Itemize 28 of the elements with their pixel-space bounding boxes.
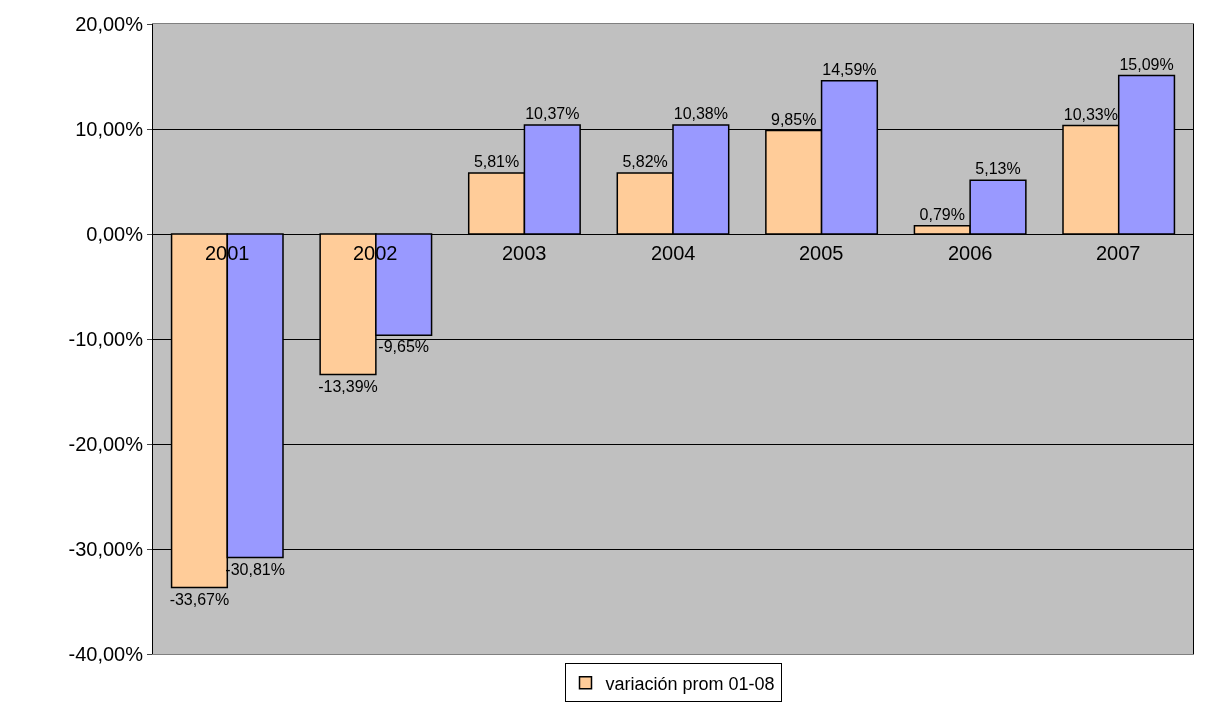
data-label: 5,13%: [975, 160, 1021, 178]
data-label: 9,85%: [771, 110, 817, 128]
data-label: 10,37%: [525, 105, 580, 123]
y-tick-label: -10,00%: [68, 328, 144, 350]
y-tick-label: 0,00%: [86, 223, 144, 245]
x-tick-label: 2007: [1096, 242, 1141, 264]
x-tick-label: 2002: [353, 242, 398, 264]
data-label: -13,39%: [318, 377, 378, 395]
x-tick-label: 2005: [799, 242, 844, 264]
y-tick-label: -40,00%: [68, 643, 144, 665]
legend-label: variación prom 01-08: [605, 673, 775, 694]
x-tick-label: 2003: [502, 242, 547, 264]
data-label: -33,67%: [169, 590, 230, 608]
y-tick-label: -30,00%: [68, 538, 144, 560]
data-label: 0,79%: [919, 205, 965, 223]
data-label: -9,65%: [378, 338, 430, 356]
y-tick-label: 10,00%: [75, 118, 144, 140]
data-label: 5,81%: [473, 153, 520, 170]
data-label: 10,33%: [1063, 105, 1118, 123]
x-tick-label: 2004: [651, 242, 696, 264]
x-tick-label: 2001: [205, 242, 250, 264]
data-label: 5,82%: [622, 152, 668, 170]
data-label: 10,38%: [673, 105, 728, 123]
data-label: 14,59%: [822, 60, 877, 78]
y-tick-label: -20,00%: [68, 433, 144, 455]
x-tick-label: 2006: [948, 242, 993, 264]
y-tick-label: 20,00%: [75, 13, 144, 35]
data-label: 15,09%: [1119, 55, 1174, 73]
